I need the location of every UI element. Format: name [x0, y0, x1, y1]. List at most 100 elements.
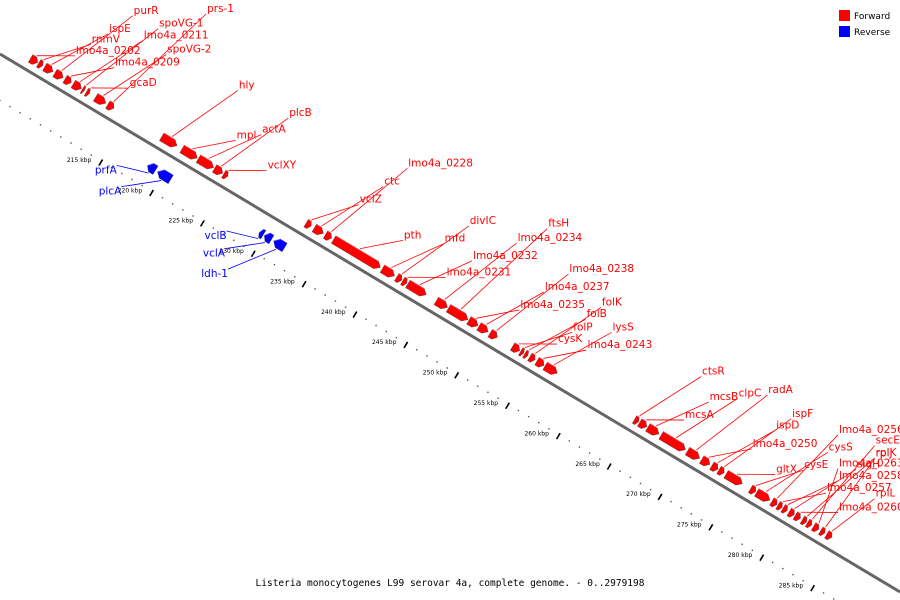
gene-lmo4a-0260-highlight: [797, 511, 801, 514]
minor-tick-dot: [629, 476, 632, 479]
minor-tick-dot: [649, 488, 652, 491]
gene-pth-highlight: [335, 235, 379, 262]
gene-lmo4a-0209: [62, 74, 72, 86]
forward-label-leaders: [36, 13, 875, 532]
legend-label-forward: Forward: [854, 12, 890, 22]
gene-label-prfa: prfA: [95, 164, 118, 176]
minor-tick-dot: [39, 124, 42, 126]
gene-sigh-highlight: [791, 507, 795, 511]
leader-spovg-1: [86, 28, 159, 86]
gene-mcsb-highlight: [649, 422, 658, 429]
leader-lmo4a-0256: [776, 434, 839, 499]
minor-tick-dot: [0, 99, 1, 102]
minor-tick-dot: [599, 458, 601, 460]
gene-folp-highlight: [522, 346, 526, 349]
leader-ctsr: [639, 376, 702, 417]
gene-gltx-highlight: [728, 469, 741, 478]
tick-mark-220: [149, 189, 155, 197]
gene-lmo4a-0228: [322, 230, 332, 241]
leader-mfd: [391, 243, 444, 268]
leader-lyss: [553, 332, 612, 366]
minor-tick-dot: [426, 355, 428, 357]
minor-tick-dot: [639, 482, 642, 485]
gene-lmo4a-0228-highlight: [327, 230, 332, 234]
leader-rpll: [831, 498, 875, 532]
minor-tick-dot: [670, 501, 672, 503]
tick-mark-280: [759, 554, 765, 562]
minor-tick-dot: [365, 318, 367, 321]
gene-divic-highlight: [398, 272, 403, 276]
leader-divic: [401, 225, 469, 275]
gene-label-lmo4a-0258: lmo4a_0258: [839, 470, 900, 482]
gene-gltx: [723, 469, 743, 486]
gene-hly-highlight: [163, 132, 176, 140]
gene-lmo4a-0211: [70, 79, 82, 91]
legend-swatch-forward: [839, 10, 850, 21]
tick-mark-285: [810, 584, 816, 592]
gene-label-ispf: ispF: [792, 408, 813, 420]
gene-cyse-highlight: [752, 484, 756, 488]
gene-lmo4a-0237: [476, 322, 489, 334]
gene-folb: [522, 349, 530, 359]
gene-rplk-highlight: [804, 515, 808, 518]
gene-label-plca: plcA: [99, 186, 122, 198]
leader-folk: [535, 307, 602, 354]
gene-ispe: [42, 62, 54, 74]
tick-label-230: 230 kbp: [219, 248, 244, 255]
minor-tick-dot: [19, 111, 21, 114]
gene-sece: [804, 518, 813, 529]
minor-tick-dot: [324, 294, 326, 296]
gene-label-lmo4a-0211: lmo4a_0211: [144, 30, 209, 42]
minor-tick-dot: [314, 288, 316, 290]
gene-label-divic: divIC: [470, 215, 496, 227]
gene-ispf: [716, 465, 725, 476]
leader-ftsh: [460, 228, 548, 310]
leader-rada: [696, 394, 768, 451]
minor-tick-dot: [344, 306, 347, 308]
gene-gcad: [83, 87, 91, 97]
minor-tick-dot: [70, 142, 72, 144]
gene-mcsa: [637, 418, 648, 429]
minor-tick-dot: [294, 276, 296, 278]
leader-lmo4a-0237: [486, 291, 545, 325]
kbp-ticks: 215 kbp 220 kbp 225 kbp 230 kbp 235 kbp 240 k…: [67, 157, 816, 592]
gene-spovg-1-highlight: [84, 84, 87, 87]
gene-label-pth: pth: [404, 229, 421, 241]
gene-cyss: [754, 488, 771, 502]
minor-tick-dot: [833, 598, 835, 600]
gene-ispf-highlight: [721, 465, 725, 469]
gene-folk: [527, 352, 536, 363]
gene-lmo4a-0209-highlight: [67, 74, 72, 78]
minor-tick-dot: [731, 537, 733, 539]
gene-label-mpl: mpl: [237, 129, 257, 141]
minor-tick-dot: [375, 324, 377, 327]
gene-rada: [684, 446, 700, 460]
gene-sigh: [786, 507, 795, 518]
tick-label-260: 260 kbp: [524, 430, 549, 437]
leader-lmo4a-0234: [444, 242, 517, 300]
gene-gcad-highlight: [88, 87, 91, 90]
minor-tick-dot: [29, 118, 32, 120]
minor-tick-dot: [771, 561, 774, 564]
gene-lmo4a-0232-highlight: [409, 279, 425, 289]
genome-backbone: [0, 52, 900, 594]
leader-plca: [121, 180, 162, 188]
gene-label-vclz: vclZ: [360, 194, 382, 206]
leader-sigh: [794, 468, 857, 509]
gene-ctc: [311, 223, 324, 236]
gene-spovg-2-highlight: [97, 92, 105, 98]
gene-lmo4a-0234: [433, 296, 448, 310]
minor-tick-dot: [192, 215, 194, 217]
gene-purr: [52, 68, 64, 80]
gene-label-acta: actA: [262, 124, 286, 136]
gene-lmo4a-0257-highlight: [780, 500, 783, 504]
tick-label-250: 250 kbp: [423, 370, 448, 377]
forward-genes: [28, 53, 833, 541]
leader-pth: [359, 239, 403, 250]
gene-lmo4a-0256: [769, 497, 778, 508]
leader-hly: [171, 90, 239, 137]
minor-tick-dot: [487, 391, 489, 393]
minor-tick-dot: [385, 330, 387, 333]
